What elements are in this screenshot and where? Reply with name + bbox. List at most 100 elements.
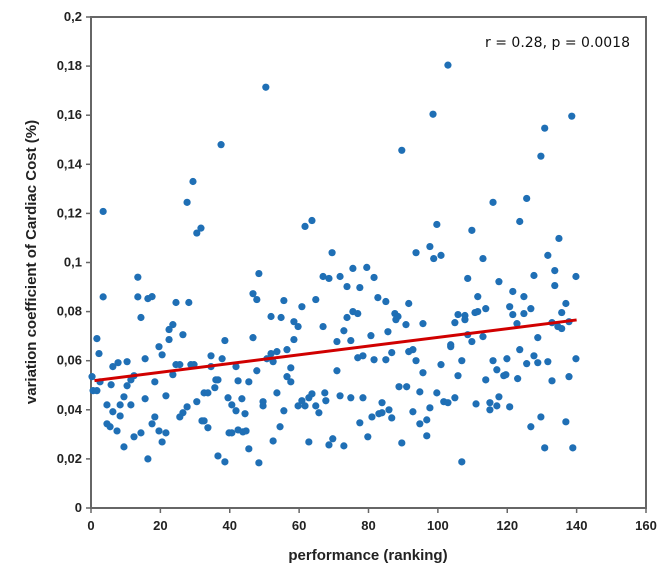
data-point: [537, 413, 545, 421]
data-point: [294, 402, 302, 410]
data-point: [433, 220, 441, 229]
data-point: [204, 424, 212, 432]
x-tick-label: 40: [223, 518, 237, 533]
data-point: [155, 343, 163, 351]
y-tick-label: 0,06: [57, 353, 82, 368]
data-point: [280, 407, 288, 415]
data-point: [474, 308, 482, 316]
data-point: [548, 377, 556, 385]
data-point: [255, 269, 263, 278]
x-tick-label: 80: [361, 518, 375, 533]
data-point: [486, 406, 494, 414]
data-point: [489, 198, 497, 206]
data-point: [290, 335, 298, 344]
data-point: [370, 356, 378, 364]
x-tick-label: 120: [496, 518, 518, 533]
data-point: [176, 413, 184, 421]
data-point: [127, 376, 135, 384]
data-point: [224, 394, 232, 402]
data-point: [214, 452, 222, 460]
data-point: [402, 321, 410, 329]
y-tick-label: 0,2: [64, 9, 82, 24]
data-point: [437, 361, 445, 369]
data-point: [255, 459, 263, 467]
data-point: [527, 423, 535, 431]
data-point: [269, 358, 277, 366]
data-point: [395, 383, 403, 391]
x-tick-label: 20: [153, 518, 167, 533]
data-point: [430, 254, 438, 263]
data-point: [506, 303, 514, 311]
data-point: [416, 388, 424, 396]
data-point: [378, 409, 386, 417]
data-point: [228, 401, 236, 409]
data-point: [158, 351, 166, 359]
data-point: [374, 294, 382, 302]
data-point: [412, 249, 420, 257]
data-point: [262, 83, 270, 91]
data-point: [423, 416, 431, 424]
data-point: [123, 358, 131, 366]
data-point: [384, 328, 392, 336]
data-point: [343, 313, 351, 322]
data-point: [155, 427, 163, 435]
data-point: [516, 217, 524, 226]
data-point: [359, 394, 367, 402]
data-point: [537, 152, 545, 160]
data-point: [185, 298, 193, 307]
data-point: [95, 349, 103, 358]
data-point: [88, 373, 96, 381]
y-tick-label: 0,12: [57, 205, 82, 220]
data-point: [368, 413, 376, 421]
data-point: [267, 312, 275, 321]
data-point: [447, 343, 455, 351]
data-point: [486, 399, 494, 407]
data-point: [158, 438, 166, 446]
data-point: [458, 357, 466, 365]
data-point: [572, 355, 580, 363]
data-point: [151, 413, 159, 421]
data-point: [409, 408, 417, 416]
data-point: [249, 334, 257, 342]
data-point: [134, 293, 142, 301]
data-point: [555, 234, 563, 243]
data-point: [468, 226, 476, 234]
data-point: [141, 395, 149, 403]
data-point: [267, 349, 275, 358]
data-point: [200, 417, 208, 425]
data-point: [523, 360, 531, 368]
data-point: [308, 390, 316, 398]
data-point: [162, 392, 170, 400]
data-point: [409, 346, 417, 354]
data-point: [514, 375, 522, 383]
data-point: [141, 355, 149, 363]
data-point: [562, 299, 570, 308]
data-point: [214, 376, 222, 384]
data-point: [419, 320, 427, 328]
data-point: [468, 337, 476, 346]
data-point: [359, 352, 367, 360]
data-point: [328, 249, 336, 257]
data-point: [114, 359, 122, 367]
data-point: [336, 392, 344, 400]
data-point: [127, 401, 135, 409]
data-point: [287, 364, 295, 372]
data-point: [93, 335, 101, 343]
data-point: [99, 207, 107, 216]
data-point: [113, 427, 121, 435]
data-point: [189, 177, 197, 186]
data-point: [527, 305, 535, 313]
data-point: [461, 316, 469, 324]
data-point: [433, 389, 441, 397]
data-points: [88, 61, 580, 467]
x-tick-label: 100: [427, 518, 449, 533]
data-point: [385, 406, 393, 414]
data-point: [234, 377, 242, 385]
data-point: [319, 272, 327, 281]
x-tick-label: 140: [566, 518, 588, 533]
data-point: [333, 367, 341, 375]
data-point: [290, 318, 298, 326]
data-point: [245, 445, 253, 453]
data-point: [148, 420, 156, 428]
data-point: [109, 362, 117, 371]
